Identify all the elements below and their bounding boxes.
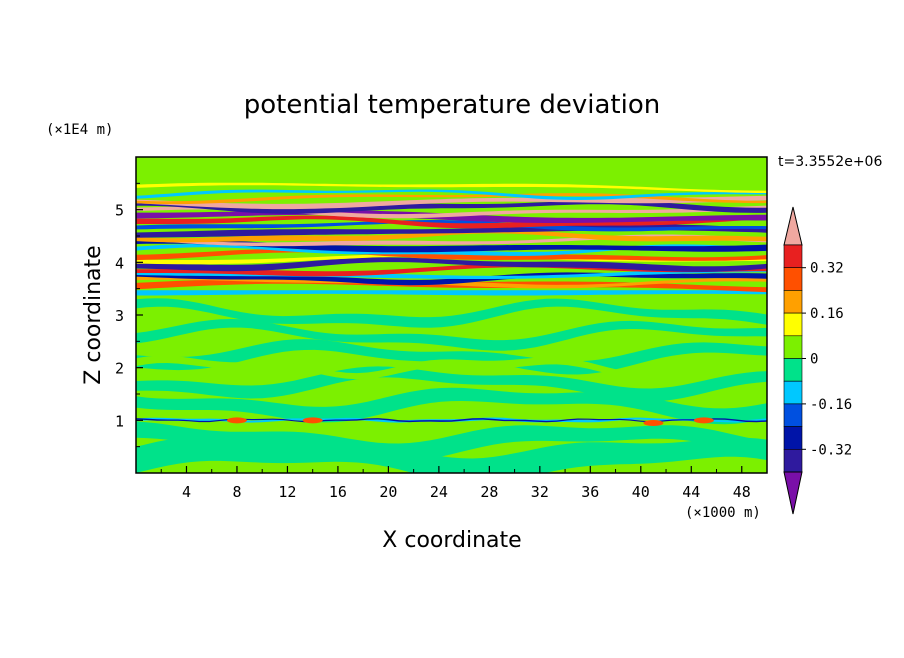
colorbar-swatch (783, 358, 803, 382)
colorbar-swatch (783, 244, 803, 269)
y-tick-label: 4 (115, 254, 124, 272)
contour-band (136, 182, 767, 194)
colorbar: 0.32 0.16 0 -0.16 -0.32 (783, 206, 852, 515)
x-tick-label: 48 (733, 483, 751, 501)
contour-band (136, 268, 767, 279)
y-unit-label: (×1E4 m) (46, 122, 113, 138)
colorbar-label: 0.16 (810, 306, 844, 322)
colorbar-swatch (783, 426, 803, 450)
colorbar-swatch (783, 448, 803, 473)
contour-band (136, 193, 767, 205)
x-axis-label: X coordinate (382, 528, 521, 553)
x-tick-label: 12 (278, 483, 296, 501)
x-tick-label: 20 (379, 483, 397, 501)
x-axis: 4 8 12 16 20 24 28 32 36 40 44 48 (160, 466, 751, 501)
y-tick-label: 1 (115, 412, 124, 430)
colorbar-top-arrow (783, 206, 803, 246)
colorbar-bottom-arrow (783, 471, 803, 515)
contour-band (136, 418, 767, 423)
x-tick-label: 8 (232, 483, 241, 501)
contour-band (136, 290, 767, 296)
colorbar-label: -0.16 (810, 397, 852, 413)
contour-band (136, 243, 767, 256)
x-tick-label: 44 (682, 483, 700, 501)
x-tick-label: 36 (581, 483, 599, 501)
contour-band (226, 417, 247, 424)
x-tick-label: 32 (531, 483, 549, 501)
y-tick-label: 3 (115, 307, 124, 325)
colorbar-swatch (783, 312, 803, 337)
contour-band (136, 355, 767, 380)
contour-band (136, 417, 767, 423)
y-axis: 1 2 3 4 5 (115, 182, 143, 448)
contour-band (693, 417, 714, 424)
chart-title: potential temperature deviation (244, 90, 660, 120)
colorbar-label: 0 (810, 352, 818, 368)
contour-band (136, 200, 767, 214)
contour-band (136, 220, 767, 232)
contour-band (136, 298, 767, 328)
contour-band (302, 417, 323, 424)
colorbar-swatch (783, 380, 803, 405)
x-tick-label: 24 (430, 483, 448, 501)
contour-band (136, 229, 767, 243)
contour-band (136, 366, 767, 402)
contour-band (136, 437, 767, 473)
x-tick-label: 16 (329, 483, 347, 501)
colorbar-swatch (783, 267, 803, 291)
contour-band (136, 257, 767, 272)
time-label: t=3.3552e+06 (778, 154, 882, 170)
x-tick-label: 4 (182, 483, 191, 501)
colorbar-label: 0.32 (810, 261, 844, 277)
y-tick-label: 2 (115, 360, 124, 378)
contour-band (643, 419, 664, 426)
contour-band (136, 421, 767, 462)
y-axis-label: Z coordinate (81, 245, 106, 384)
colorbar-label: -0.32 (810, 442, 852, 458)
contour-band (136, 215, 767, 229)
y-tick-label: 5 (115, 202, 124, 220)
contour-band (136, 189, 767, 200)
contour-band (136, 238, 767, 253)
x-tick-label: 40 (632, 483, 650, 501)
colorbar-swatch (783, 290, 803, 314)
contour-band (136, 319, 767, 351)
colorbar-swatch (783, 403, 803, 427)
contour-band (136, 339, 767, 375)
colorbar-swatch (783, 335, 803, 359)
plot-area (136, 157, 767, 473)
x-unit-label: (×1000 m) (685, 505, 761, 521)
x-tick-label: 28 (480, 483, 498, 501)
